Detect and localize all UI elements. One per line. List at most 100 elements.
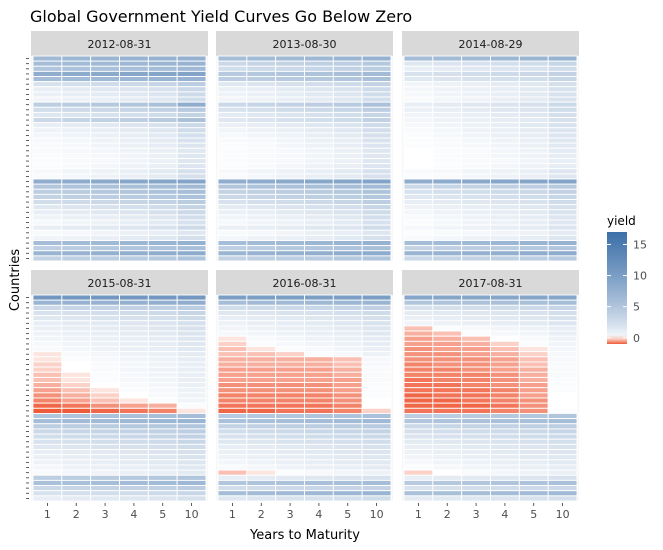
heatmap-tile [432,255,463,262]
heatmap-tile [217,183,248,190]
heatmap-tile [90,304,120,311]
heatmap-tile [432,91,463,98]
heatmap-tile [461,86,491,93]
heatmap-tile [490,117,520,124]
heatmap-tile [147,387,178,394]
heatmap-tile [461,199,491,206]
heatmap-tile [304,361,334,368]
heatmap-tile [361,219,392,226]
heatmap-tile [361,188,392,195]
heatmap-tile [490,315,520,322]
heatmap-tile [176,193,207,200]
heatmap-tile [361,469,392,476]
heatmap-tile [518,199,549,206]
heatmap-tile [432,224,463,231]
heatmap-tile [176,397,207,404]
heatmap-tile [547,199,578,206]
heatmap-tile [361,193,392,200]
heatmap-tile [176,351,207,358]
heatmap-tile [461,96,491,103]
heatmap-tile [361,402,392,409]
heatmap-tile [432,214,463,221]
heatmap-tile [32,310,63,317]
heatmap-tile [361,178,392,185]
heatmap-tile [518,188,549,195]
heatmap-tile [246,178,277,185]
heatmap-tile [246,106,277,113]
heatmap-tile [61,376,92,383]
heatmap-tile [518,101,549,108]
heatmap-tile [32,76,63,83]
heatmap-tile [304,193,334,200]
heatmap-tile [304,250,334,257]
heatmap-tile [518,240,549,247]
heatmap-tile [246,428,277,435]
heatmap-tile [147,137,178,144]
heatmap-tile [490,438,520,445]
heatmap-tile [432,209,463,216]
heatmap-tile [217,382,248,389]
heatmap-tile [432,397,463,404]
heatmap-tile [176,173,207,180]
heatmap-tile [61,168,92,175]
heatmap-tile [246,340,277,347]
heatmap-tile [90,214,120,221]
heatmap-tile [490,397,520,404]
heatmap-tile [32,101,63,108]
heatmap-tile [217,55,248,62]
heatmap-tile [217,392,248,399]
heatmap-tile [119,117,149,124]
heatmap-tile [61,366,92,373]
heatmap-tile [176,315,207,322]
heatmap-tile [547,418,578,425]
heatmap-tile [304,495,334,502]
heatmap-tile [361,387,392,394]
x-tick-label: 3 [287,508,294,521]
heatmap-tile [490,178,520,185]
heatmap-tile [490,168,520,175]
heatmap-tile [461,392,491,399]
heatmap-tile [147,81,178,88]
heatmap-tile [61,330,92,337]
heatmap-tile [432,142,463,149]
heatmap-tile [490,361,520,368]
heatmap-tile [246,214,277,221]
heatmap-tile [32,55,63,62]
heatmap-tile [361,464,392,471]
heatmap-tile [361,454,392,461]
heatmap-tile [304,245,334,252]
heatmap-tile [547,464,578,471]
heatmap-tile [403,188,434,195]
heatmap-tile [332,117,363,124]
heatmap-tile [332,449,363,456]
heatmap-tile [332,173,363,180]
heatmap-tile [176,240,207,247]
heatmap-tile [461,209,491,216]
heatmap-tile [361,371,392,378]
heatmap-tile [275,224,305,231]
heatmap-tile [361,351,392,358]
heatmap-tile [518,178,549,185]
heatmap-tile [61,485,92,492]
heatmap-tile [32,147,63,154]
heatmap-tile [304,152,334,159]
heatmap-tile [90,479,120,486]
heatmap-tile [332,158,363,165]
heatmap-tile [332,428,363,435]
heatmap-tile [246,229,277,236]
heatmap-tile [547,193,578,200]
heatmap-tile [90,387,120,394]
heatmap-tile [432,147,463,154]
heatmap-tile [432,490,463,497]
heatmap-tile [403,76,434,83]
heatmap-tile [147,438,178,445]
heatmap-tile [361,111,392,118]
heatmap-tile [547,294,578,301]
heatmap-tile [403,96,434,103]
heatmap-tile [61,294,92,301]
heatmap-tile [32,438,63,445]
legend-tick-label: 5 [633,301,640,314]
heatmap-tile [32,137,63,144]
heatmap-tile [547,86,578,93]
